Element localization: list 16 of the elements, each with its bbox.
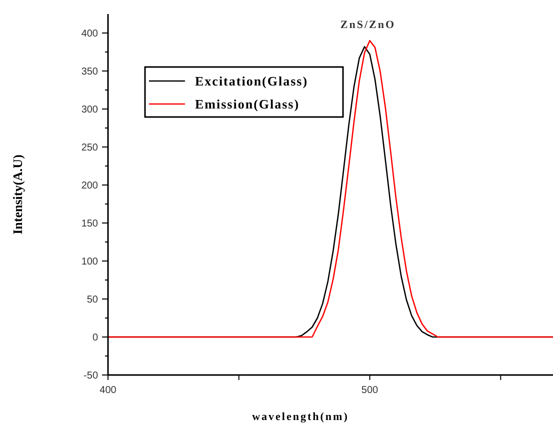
y-tick-label: 150 (81, 218, 98, 230)
x-tick-label: 500 (361, 385, 379, 396)
y-tick-label: 0 (92, 332, 98, 344)
y-tick-label: 400 (81, 28, 98, 40)
y-tick-label: -50 (84, 370, 98, 382)
x-axis-title: wavelength(nm) (252, 411, 349, 423)
legend-label: Emission(Glass) (195, 96, 300, 112)
legend-label: Excitation(Glass) (195, 74, 308, 89)
y-tick-label: 100 (81, 256, 98, 268)
y-tick-label: 250 (81, 142, 98, 154)
y-tick-label: 50 (86, 294, 98, 306)
chart-title: ZnS/ZnO (340, 19, 396, 31)
y-tick-label: 300 (81, 104, 98, 116)
y-tick-label: 200 (81, 180, 98, 192)
y-axis-title: Intensity(A.U) (10, 154, 25, 234)
y-tick-label: 350 (81, 66, 98, 78)
